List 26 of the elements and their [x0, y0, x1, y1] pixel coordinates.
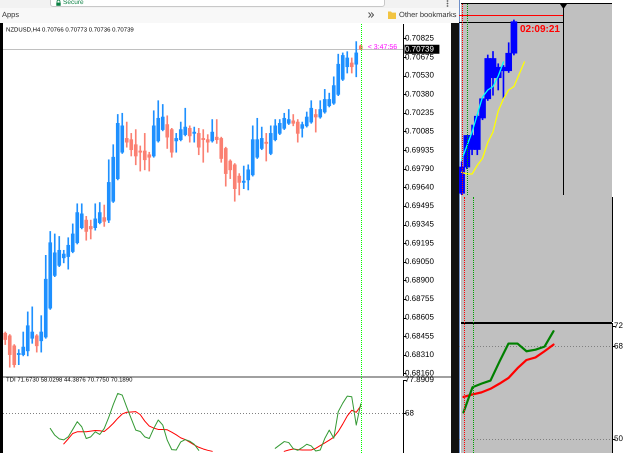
y-tick-label: 0.69790: [405, 164, 434, 173]
y-tick-label: 0.68160: [405, 368, 434, 378]
y-tick-label: 50: [614, 434, 624, 443]
y-tick-label: 0.70235: [405, 108, 434, 117]
y-tick-label: 0.69050: [405, 256, 434, 266]
y-tick-label: 0.68755: [405, 294, 434, 303]
y-tick-label: 0.69935: [405, 146, 434, 155]
y-tick-label: 0.70825: [405, 34, 434, 43]
ref-line-label: 0.70739: [405, 44, 434, 54]
y-tick-label: 0.68605: [405, 312, 434, 322]
y-tick-label: 0.69495: [405, 200, 434, 210]
y-tick-label: 0.70085: [405, 126, 434, 136]
y-tick-label: 77.8909: [405, 375, 434, 384]
y-tick-label: 0.68310: [405, 350, 434, 359]
y-tick-label: 0.68900: [405, 276, 434, 285]
y-tick-label: 0.69640: [405, 182, 434, 192]
y-tick-label: 0.70380: [405, 90, 434, 99]
y-tick-label: 68: [614, 341, 624, 350]
y-tick-label: 72: [614, 320, 624, 330]
y-tick-label: 0.70530: [405, 70, 434, 80]
y-tick-label: 68: [405, 408, 414, 418]
y-tick-label: 0.69195: [405, 238, 434, 248]
y-tick-label: 0.69345: [405, 220, 434, 229]
y-tick-label: 0.68455: [405, 332, 434, 341]
annotation: 02:09:21: [520, 24, 560, 35]
y-tick-label: 0.70675: [405, 52, 434, 62]
